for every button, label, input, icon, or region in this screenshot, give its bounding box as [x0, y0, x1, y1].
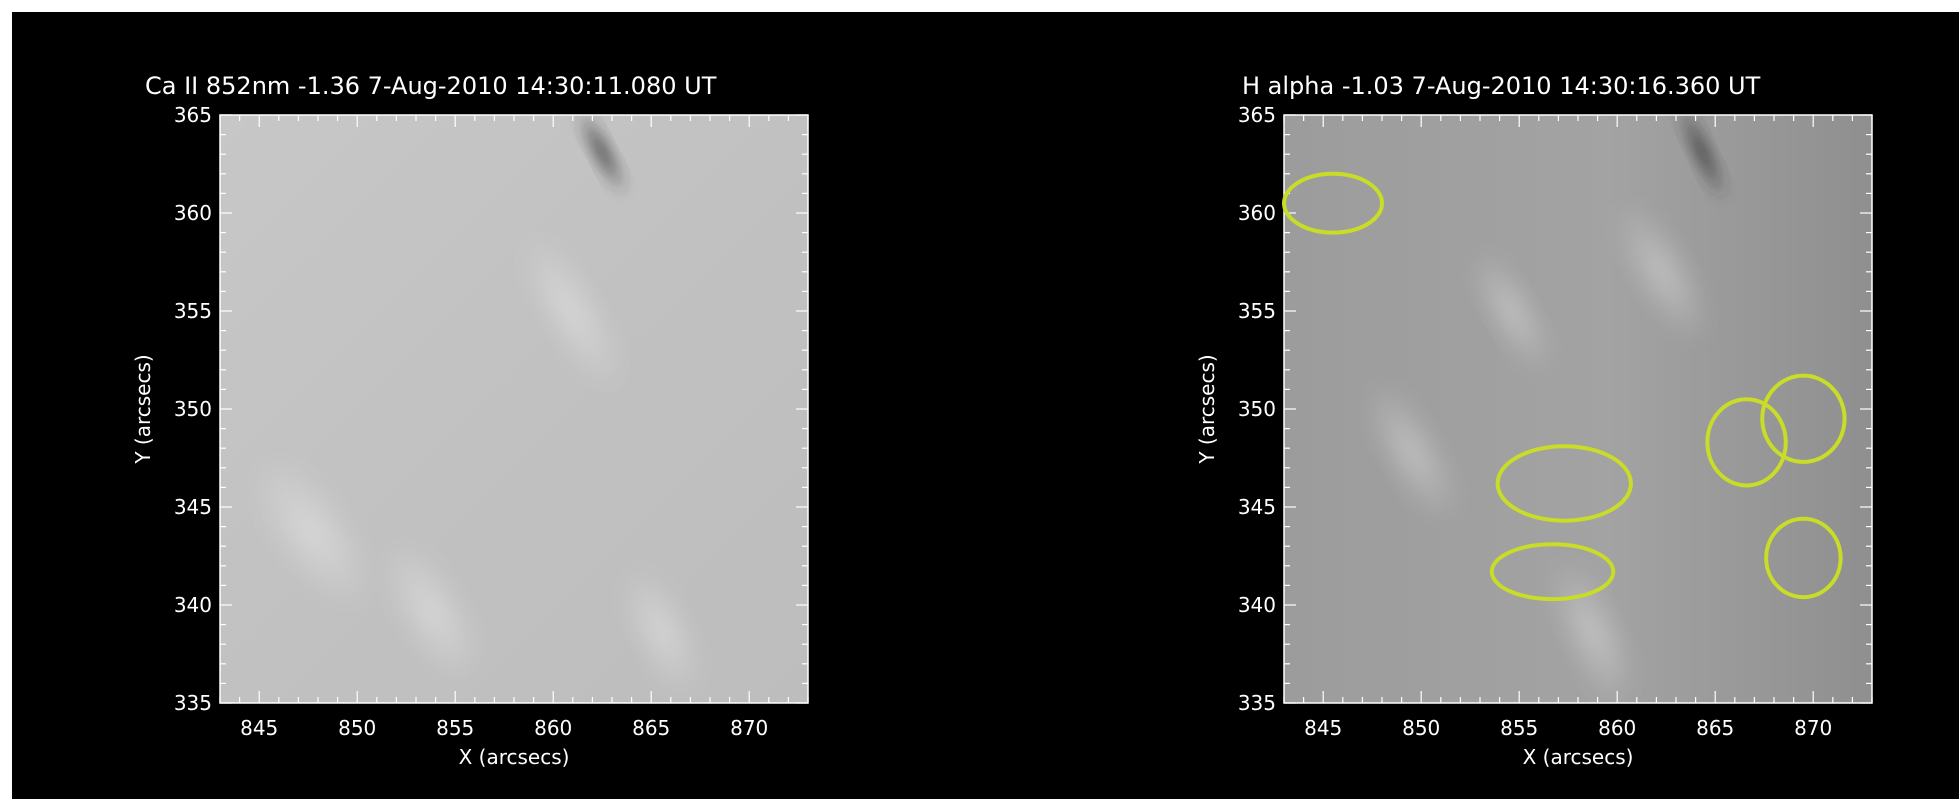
x-tick-label: 850: [338, 716, 376, 740]
y-tick-label: 340: [1238, 593, 1276, 617]
x-axis-label: X (arcsecs): [459, 745, 570, 769]
figure-svg: Ca II 852nm -1.36 7-Aug-2010 14:30:11.08…: [131, 72, 1873, 769]
y-tick-label: 365: [1238, 103, 1276, 127]
solar-image-ca-ii: [219, 114, 809, 704]
y-tick-label: 345: [1238, 495, 1276, 519]
y-tick-label: 345: [174, 495, 212, 519]
highlight-ellipse: [1489, 542, 1616, 602]
x-tick-label: 865: [1696, 716, 1734, 740]
panel-h-alpha: H alpha -1.03 7-Aug-2010 14:30:16.360 UT…: [1195, 72, 1873, 769]
axis-ticks: 845 850 855 860 865 870 335 340 345 350 355 360 365: [174, 103, 809, 740]
y-tick-label: 335: [174, 691, 212, 715]
x-tick-label: 870: [1794, 716, 1832, 740]
panel-title: Ca II 852nm -1.36 7-Aug-2010 14:30:11.08…: [145, 72, 717, 100]
x-tick-label: 860: [1598, 716, 1636, 740]
x-tick-label: 855: [1500, 716, 1538, 740]
figure-canvas: Ca II 852nm -1.36 7-Aug-2010 14:30:11.08…: [12, 12, 1959, 799]
x-tick-label: 870: [730, 716, 768, 740]
y-tick-label: 360: [1238, 201, 1276, 225]
y-tick-label: 355: [174, 299, 212, 323]
y-tick-label: 355: [1238, 299, 1276, 323]
x-tick-label: 855: [436, 716, 474, 740]
x-tick-label: 860: [534, 716, 572, 740]
panel-title: H alpha -1.03 7-Aug-2010 14:30:16.360 UT: [1242, 72, 1761, 100]
y-tick-label: 350: [1238, 397, 1276, 421]
y-tick-label: 340: [174, 593, 212, 617]
highlight-ellipse: [1495, 444, 1633, 523]
y-axis-label: Y (arcsecs): [131, 354, 155, 464]
highlight-ellipse: [1764, 516, 1843, 600]
x-tick-label: 845: [1304, 716, 1342, 740]
x-tick-label: 865: [632, 716, 670, 740]
y-tick-label: 360: [174, 201, 212, 225]
highlight-ellipses: [1282, 171, 1847, 602]
y-tick-label: 350: [174, 397, 212, 421]
x-tick-label: 845: [240, 716, 278, 740]
axis-ticks: 845 850 855 860 865 870 335 340 345 350 355 360 365: [1238, 103, 1873, 740]
highlight-ellipse: [1705, 397, 1788, 488]
x-tick-label: 850: [1402, 716, 1440, 740]
y-axis-label: Y (arcsecs): [1195, 354, 1219, 464]
y-tick-label: 335: [1238, 691, 1276, 715]
x-axis-label: X (arcsecs): [1523, 745, 1634, 769]
highlight-ellipse: [1282, 171, 1384, 235]
highlight-ellipse: [1760, 373, 1847, 464]
y-tick-label: 365: [174, 103, 212, 127]
panel-ca-ii: Ca II 852nm -1.36 7-Aug-2010 14:30:11.08…: [131, 72, 809, 769]
solar-image-h-alpha: [1283, 114, 1873, 704]
